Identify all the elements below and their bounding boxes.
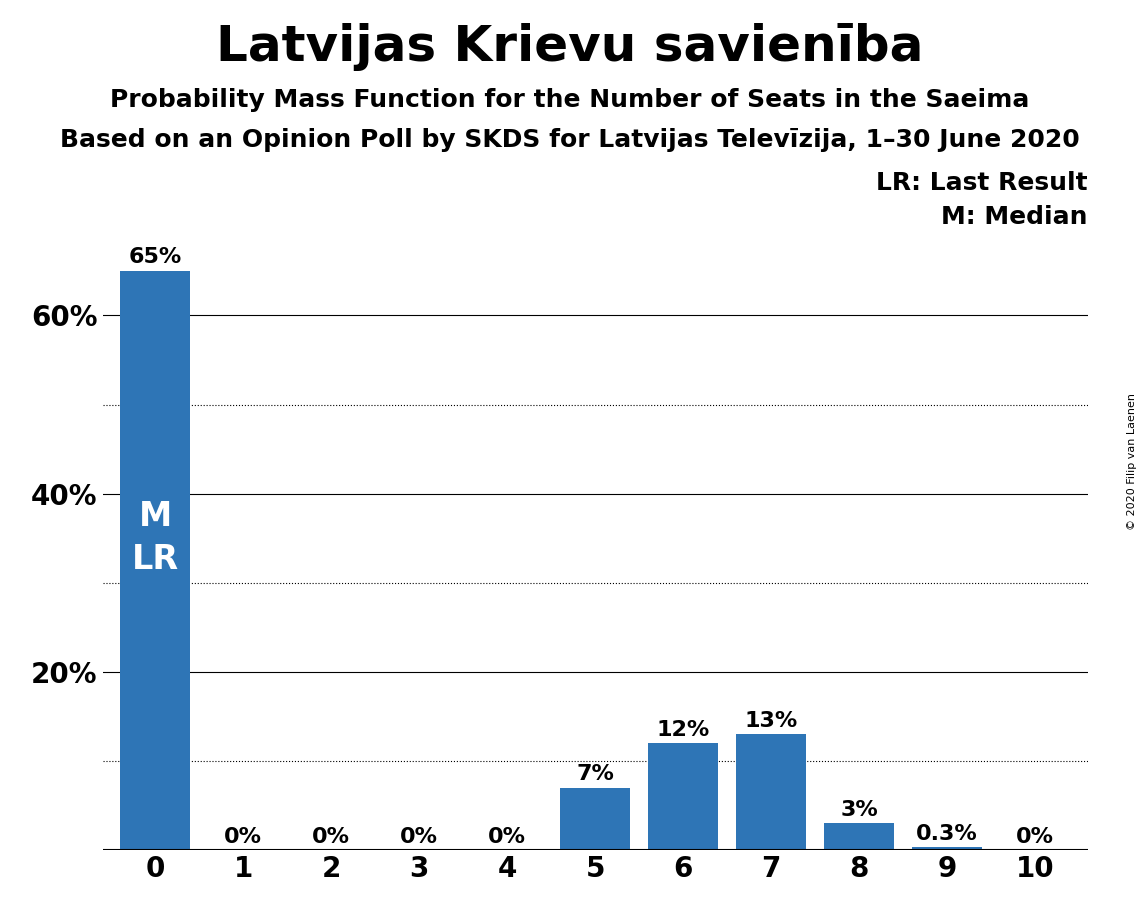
Text: 0%: 0% <box>400 826 439 846</box>
Text: 3%: 3% <box>841 800 878 820</box>
Bar <box>120 271 190 850</box>
Text: Probability Mass Function for the Number of Seats in the Saeima: Probability Mass Function for the Number… <box>109 88 1030 112</box>
Text: 7%: 7% <box>576 764 614 784</box>
Text: M
LR: M LR <box>132 500 179 577</box>
Text: LR: Last Result: LR: Last Result <box>876 171 1088 195</box>
Bar <box>736 735 806 850</box>
Text: 0%: 0% <box>312 826 350 846</box>
Text: 0%: 0% <box>224 826 262 846</box>
Text: 12%: 12% <box>656 720 710 739</box>
Text: Latvijas Krievu savienība: Latvijas Krievu savienība <box>215 23 924 71</box>
Text: M: Median: M: Median <box>941 205 1088 229</box>
Text: Based on an Opinion Poll by SKDS for Latvijas Televīzija, 1–30 June 2020: Based on an Opinion Poll by SKDS for Lat… <box>59 128 1080 152</box>
Text: 13%: 13% <box>745 711 797 731</box>
Text: 65%: 65% <box>129 248 182 267</box>
Bar <box>648 743 719 850</box>
Text: 0%: 0% <box>489 826 526 846</box>
Text: © 2020 Filip van Laenen: © 2020 Filip van Laenen <box>1126 394 1137 530</box>
Text: 0%: 0% <box>1016 826 1054 846</box>
Bar <box>560 787 630 850</box>
Bar <box>912 847 982 850</box>
Bar <box>823 823 894 850</box>
Text: 0.3%: 0.3% <box>916 824 978 844</box>
